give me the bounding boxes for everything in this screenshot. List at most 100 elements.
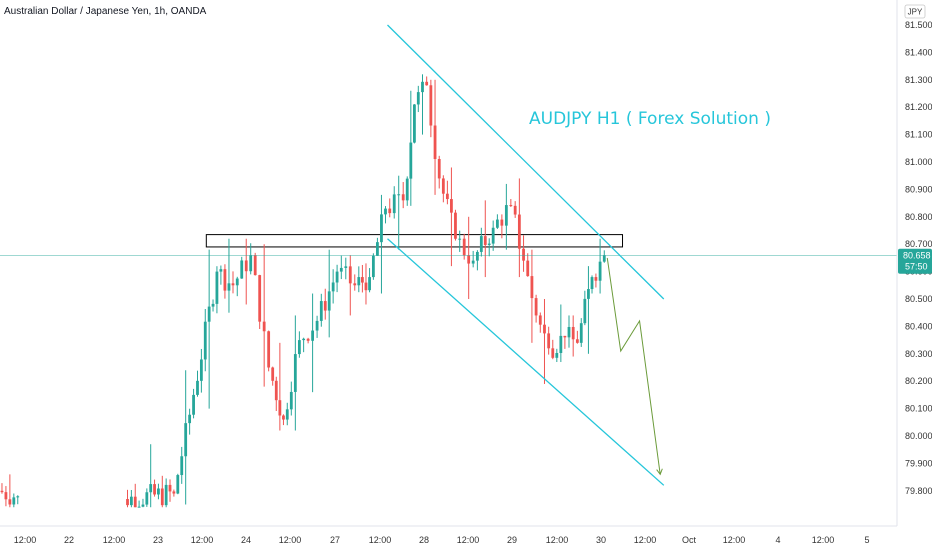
candle-body	[445, 193, 449, 200]
candle-body	[145, 492, 149, 505]
candle-body	[262, 321, 266, 332]
candle-body	[196, 380, 199, 395]
candle-body	[590, 277, 594, 290]
candle-body	[587, 289, 590, 299]
time-tick-label: 12:00	[14, 535, 37, 545]
candle-body	[509, 205, 513, 207]
candle-body	[357, 277, 361, 286]
candle-body	[271, 367, 275, 381]
price-tick-label: 81.400	[905, 47, 932, 57]
candle-body	[504, 205, 508, 226]
time-axis[interactable]: 12:00 22 12:00 23 12:00 24 12:00 27 12:00 28 12:00…	[0, 525, 897, 545]
candle-body	[258, 275, 262, 322]
candle-body	[157, 488, 160, 495]
candle-body	[579, 323, 583, 343]
candle-body	[397, 194, 401, 196]
candle-body	[384, 208, 387, 215]
candle-body	[160, 488, 164, 506]
candle-body	[293, 354, 297, 392]
price-tick-label: 80.500	[905, 294, 932, 304]
channel-upper-line	[387, 24, 665, 300]
price-tick-label: 80.900	[905, 184, 932, 194]
candle-body	[416, 92, 420, 105]
candle-body	[211, 303, 215, 307]
candle-body	[491, 227, 495, 244]
candle-body	[141, 504, 145, 507]
candle-body	[368, 277, 371, 291]
candle-body	[530, 276, 534, 299]
candle-body	[526, 260, 530, 277]
candle-body	[450, 199, 453, 213]
price-tick-label: 80.000	[905, 431, 932, 441]
candle-body	[184, 423, 188, 457]
candle-body	[598, 261, 602, 281]
price-tick-label: 81.200	[905, 102, 932, 112]
price-tick-label: 80.400	[905, 321, 932, 331]
candle-body	[164, 484, 168, 506]
candle-body	[538, 315, 542, 325]
candles-layer	[0, 74, 606, 508]
candle-body	[487, 243, 491, 245]
time-tick-label: 12:00	[369, 535, 392, 545]
price-tick-label: 79.900	[905, 458, 932, 468]
candle-body	[223, 269, 227, 291]
candle-body	[467, 255, 471, 264]
time-tick-label: 12:00	[812, 535, 835, 545]
candle-body	[471, 260, 475, 264]
candle-body	[149, 484, 153, 493]
candle-body	[433, 125, 437, 160]
projection-path	[606, 257, 661, 475]
price-tick-label: 81.100	[905, 130, 932, 140]
time-tick-label: 29	[507, 535, 517, 545]
time-tick-label: 24	[241, 535, 251, 545]
candle-body	[353, 283, 357, 286]
candle-body	[344, 266, 348, 268]
candle-body	[285, 409, 289, 420]
candle-body	[376, 242, 379, 256]
candle-body	[8, 499, 12, 505]
candle-body	[282, 415, 285, 420]
candle-body	[297, 340, 301, 355]
candle-body	[500, 219, 504, 226]
resistance-zone-box	[205, 234, 624, 248]
time-tick-label: 28	[419, 535, 429, 545]
candle-body	[567, 326, 571, 338]
candle-body	[360, 277, 364, 283]
candle-body	[153, 484, 156, 495]
candle-body	[458, 238, 462, 240]
candle-body	[331, 282, 335, 292]
time-tick-label: 12:00	[634, 535, 657, 545]
price-axis[interactable]: JPY 81.500 81.400 81.300 81.200 81.100 81.000 8…	[896, 0, 932, 550]
candle-body	[12, 497, 16, 505]
price-tick-label: 81.500	[905, 20, 932, 30]
price-axis-bg	[897, 0, 932, 550]
candle-body	[454, 212, 457, 239]
candle-body	[475, 251, 479, 261]
price-tick-label: 80.700	[905, 239, 932, 249]
candle-body	[180, 456, 184, 476]
candle-body	[249, 255, 253, 272]
price-tick-label: 80.100	[905, 404, 932, 414]
candle-body	[513, 205, 517, 215]
candle-body	[126, 499, 129, 506]
candle-body	[192, 394, 195, 415]
candle-body	[176, 475, 180, 494]
candle-body	[421, 81, 424, 93]
price-tick-label: 80.300	[905, 349, 932, 359]
candle-body	[409, 142, 413, 179]
candle-body	[0, 490, 4, 493]
resistance-zone-layer	[205, 234, 624, 248]
candle-body	[199, 359, 203, 381]
price-tick-label: 81.000	[905, 157, 932, 167]
candle-body	[583, 298, 587, 324]
candle-body	[137, 506, 141, 508]
candle-body	[253, 255, 257, 276]
last-price-value: 80.658	[903, 251, 931, 261]
projection-arrowhead	[656, 468, 663, 476]
candle-body	[244, 260, 248, 272]
candle-body	[278, 400, 282, 416]
candle-body	[168, 484, 172, 492]
candle-body	[274, 380, 278, 401]
